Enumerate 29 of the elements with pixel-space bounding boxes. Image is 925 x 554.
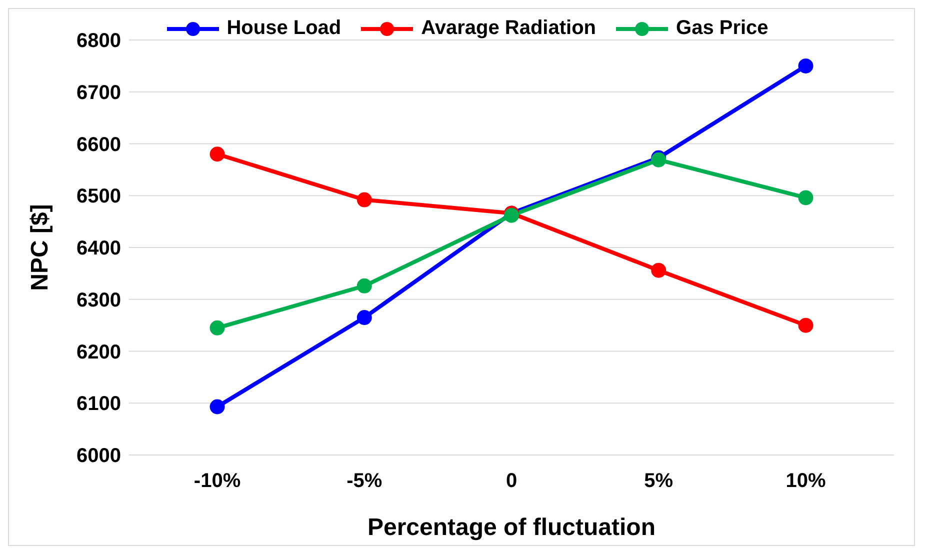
point	[356, 278, 372, 294]
y-axis-title: NPC [$]	[26, 204, 54, 291]
y-tick-label: 6600	[76, 134, 121, 156]
x-tick-label: 0	[506, 470, 518, 492]
legend-label: Gas Price	[676, 17, 768, 40]
point	[210, 146, 225, 162]
point	[356, 192, 372, 208]
point	[210, 399, 225, 414]
y-tick-label: 6700	[76, 82, 121, 104]
point	[798, 58, 814, 74]
y-tick-label: 6000	[76, 445, 121, 468]
point	[210, 320, 225, 336]
y-tick-label: 6800	[76, 30, 121, 52]
y-tick-label: 6300	[76, 289, 121, 312]
y-tick-label: 6500	[76, 186, 121, 208]
y-tick-label: 6200	[76, 341, 121, 364]
point	[356, 310, 372, 326]
point	[798, 318, 814, 333]
x-tick-label: -5%	[346, 470, 382, 492]
y-tick-label: 6400	[76, 238, 121, 260]
legend-label: House Load	[226, 17, 342, 40]
legend-label: Avarage Radiation	[421, 17, 596, 40]
point	[651, 262, 666, 278]
x-tick-label: 5%	[644, 470, 674, 492]
y-tick-label: 6100	[76, 393, 121, 416]
x-tick-label: -10%	[194, 470, 241, 492]
x-axis-title: Percentage of fluctuation	[367, 514, 656, 541]
point	[798, 190, 814, 206]
x-tick-label: 10%	[786, 470, 826, 492]
